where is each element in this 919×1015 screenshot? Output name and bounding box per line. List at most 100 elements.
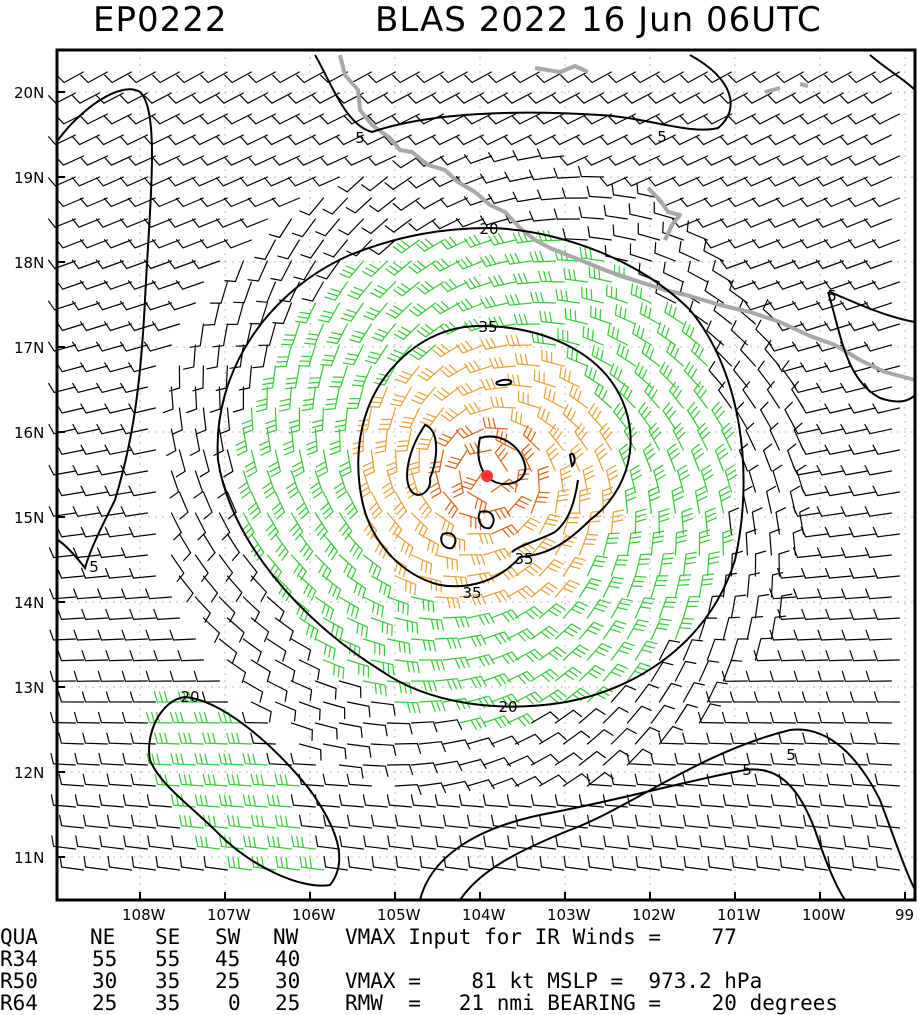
wind-barb bbox=[794, 794, 820, 808]
wind-barb bbox=[97, 588, 124, 600]
wind-barb bbox=[362, 680, 387, 697]
wind-barb bbox=[746, 711, 772, 724]
wind-barb bbox=[98, 794, 124, 808]
wind-barb bbox=[274, 533, 289, 561]
contour-label: 35 bbox=[462, 584, 481, 602]
wind-barb bbox=[720, 92, 748, 104]
wind-barb bbox=[722, 659, 743, 682]
wind-barb bbox=[823, 155, 852, 166]
wind-barb bbox=[191, 176, 220, 187]
wind-barb bbox=[290, 794, 316, 808]
wind-barb bbox=[624, 92, 652, 104]
wind-barb bbox=[754, 732, 780, 745]
wind-barb bbox=[512, 113, 540, 125]
wind-barb bbox=[875, 814, 900, 829]
wind-barb bbox=[271, 155, 300, 166]
wind-barb bbox=[199, 239, 228, 249]
wind-barb bbox=[872, 444, 900, 455]
wind-barb bbox=[368, 386, 388, 408]
wind-barb bbox=[317, 302, 340, 323]
wind-barb bbox=[131, 814, 156, 829]
wind-barb bbox=[381, 470, 395, 499]
wind-barb bbox=[464, 442, 492, 455]
wind-barb bbox=[319, 155, 348, 166]
wind-barb bbox=[729, 279, 748, 304]
wind-barb bbox=[194, 554, 209, 582]
wind-barb bbox=[514, 776, 543, 787]
wind-barb bbox=[564, 307, 588, 325]
wind-barb bbox=[314, 596, 335, 621]
wind-barb bbox=[706, 732, 732, 745]
wind-barb bbox=[199, 155, 228, 166]
contour-inner-6 bbox=[568, 452, 576, 468]
wind-barb bbox=[339, 449, 352, 477]
wind-barb bbox=[129, 650, 156, 662]
wind-barb bbox=[442, 780, 471, 792]
wind-barb bbox=[79, 239, 108, 249]
wind-barb bbox=[480, 337, 508, 350]
wind-barb bbox=[334, 470, 347, 499]
wind-barb bbox=[432, 134, 460, 146]
wind-barb bbox=[107, 856, 132, 871]
wind-barb bbox=[104, 71, 132, 84]
wind-barb bbox=[682, 639, 703, 661]
wind-barb bbox=[480, 378, 508, 391]
wind-barb bbox=[195, 407, 207, 435]
wind-barb bbox=[232, 386, 244, 413]
wind-barb bbox=[588, 266, 612, 283]
wind-barb bbox=[172, 407, 183, 435]
wind-barb bbox=[216, 92, 244, 104]
wind-barb bbox=[72, 506, 100, 517]
wind-barb bbox=[272, 113, 300, 125]
contour-20kt-sw bbox=[148, 695, 341, 887]
wind-barb bbox=[762, 443, 773, 472]
wind-barb bbox=[679, 155, 708, 166]
wind-barb bbox=[491, 814, 516, 829]
wind-barb bbox=[410, 680, 437, 692]
wind-barb bbox=[416, 323, 444, 338]
wind-barb bbox=[458, 512, 482, 531]
wind-barb bbox=[395, 428, 412, 452]
wind-barb bbox=[467, 814, 492, 829]
wind-barb bbox=[609, 363, 628, 388]
wind-barb bbox=[128, 526, 156, 538]
wind-barb bbox=[98, 753, 124, 766]
wind-barb bbox=[258, 323, 276, 346]
wind-barb bbox=[823, 239, 852, 249]
islands bbox=[764, 82, 809, 94]
wind-barb bbox=[659, 856, 684, 871]
wind-barb bbox=[562, 556, 586, 577]
wind-barb bbox=[227, 814, 252, 829]
wind-barb bbox=[536, 113, 564, 125]
wind-barb bbox=[606, 464, 619, 493]
wind-barb bbox=[864, 423, 892, 435]
wind-barb bbox=[416, 197, 444, 210]
wind-barb bbox=[658, 552, 675, 577]
wind-barb bbox=[289, 512, 304, 541]
wind-barb bbox=[419, 814, 444, 829]
wind-barb bbox=[827, 856, 852, 871]
wind-barb bbox=[840, 134, 868, 146]
wind-barb bbox=[463, 154, 492, 164]
wind-barb bbox=[105, 567, 132, 579]
wind-barb bbox=[455, 425, 484, 439]
wind-barb bbox=[601, 487, 614, 514]
wind-barb bbox=[191, 259, 220, 270]
wind-barb bbox=[155, 856, 180, 871]
wind-barb bbox=[432, 386, 460, 401]
wind-barb bbox=[170, 711, 196, 724]
wind-barb bbox=[316, 260, 340, 280]
wind-barb bbox=[320, 491, 334, 520]
wind-barb bbox=[238, 365, 252, 391]
lat-label: 18N bbox=[14, 254, 45, 272]
wind-barb bbox=[513, 313, 540, 325]
wind-barb bbox=[626, 753, 652, 766]
wind-barb bbox=[541, 349, 564, 367]
wind-barb bbox=[695, 218, 724, 228]
wind-barb bbox=[753, 650, 780, 662]
wind-barb bbox=[539, 310, 564, 325]
wind-barb bbox=[796, 464, 807, 493]
wind-barb bbox=[152, 113, 180, 125]
wind-barb bbox=[634, 362, 652, 388]
wind-barb bbox=[129, 609, 156, 620]
